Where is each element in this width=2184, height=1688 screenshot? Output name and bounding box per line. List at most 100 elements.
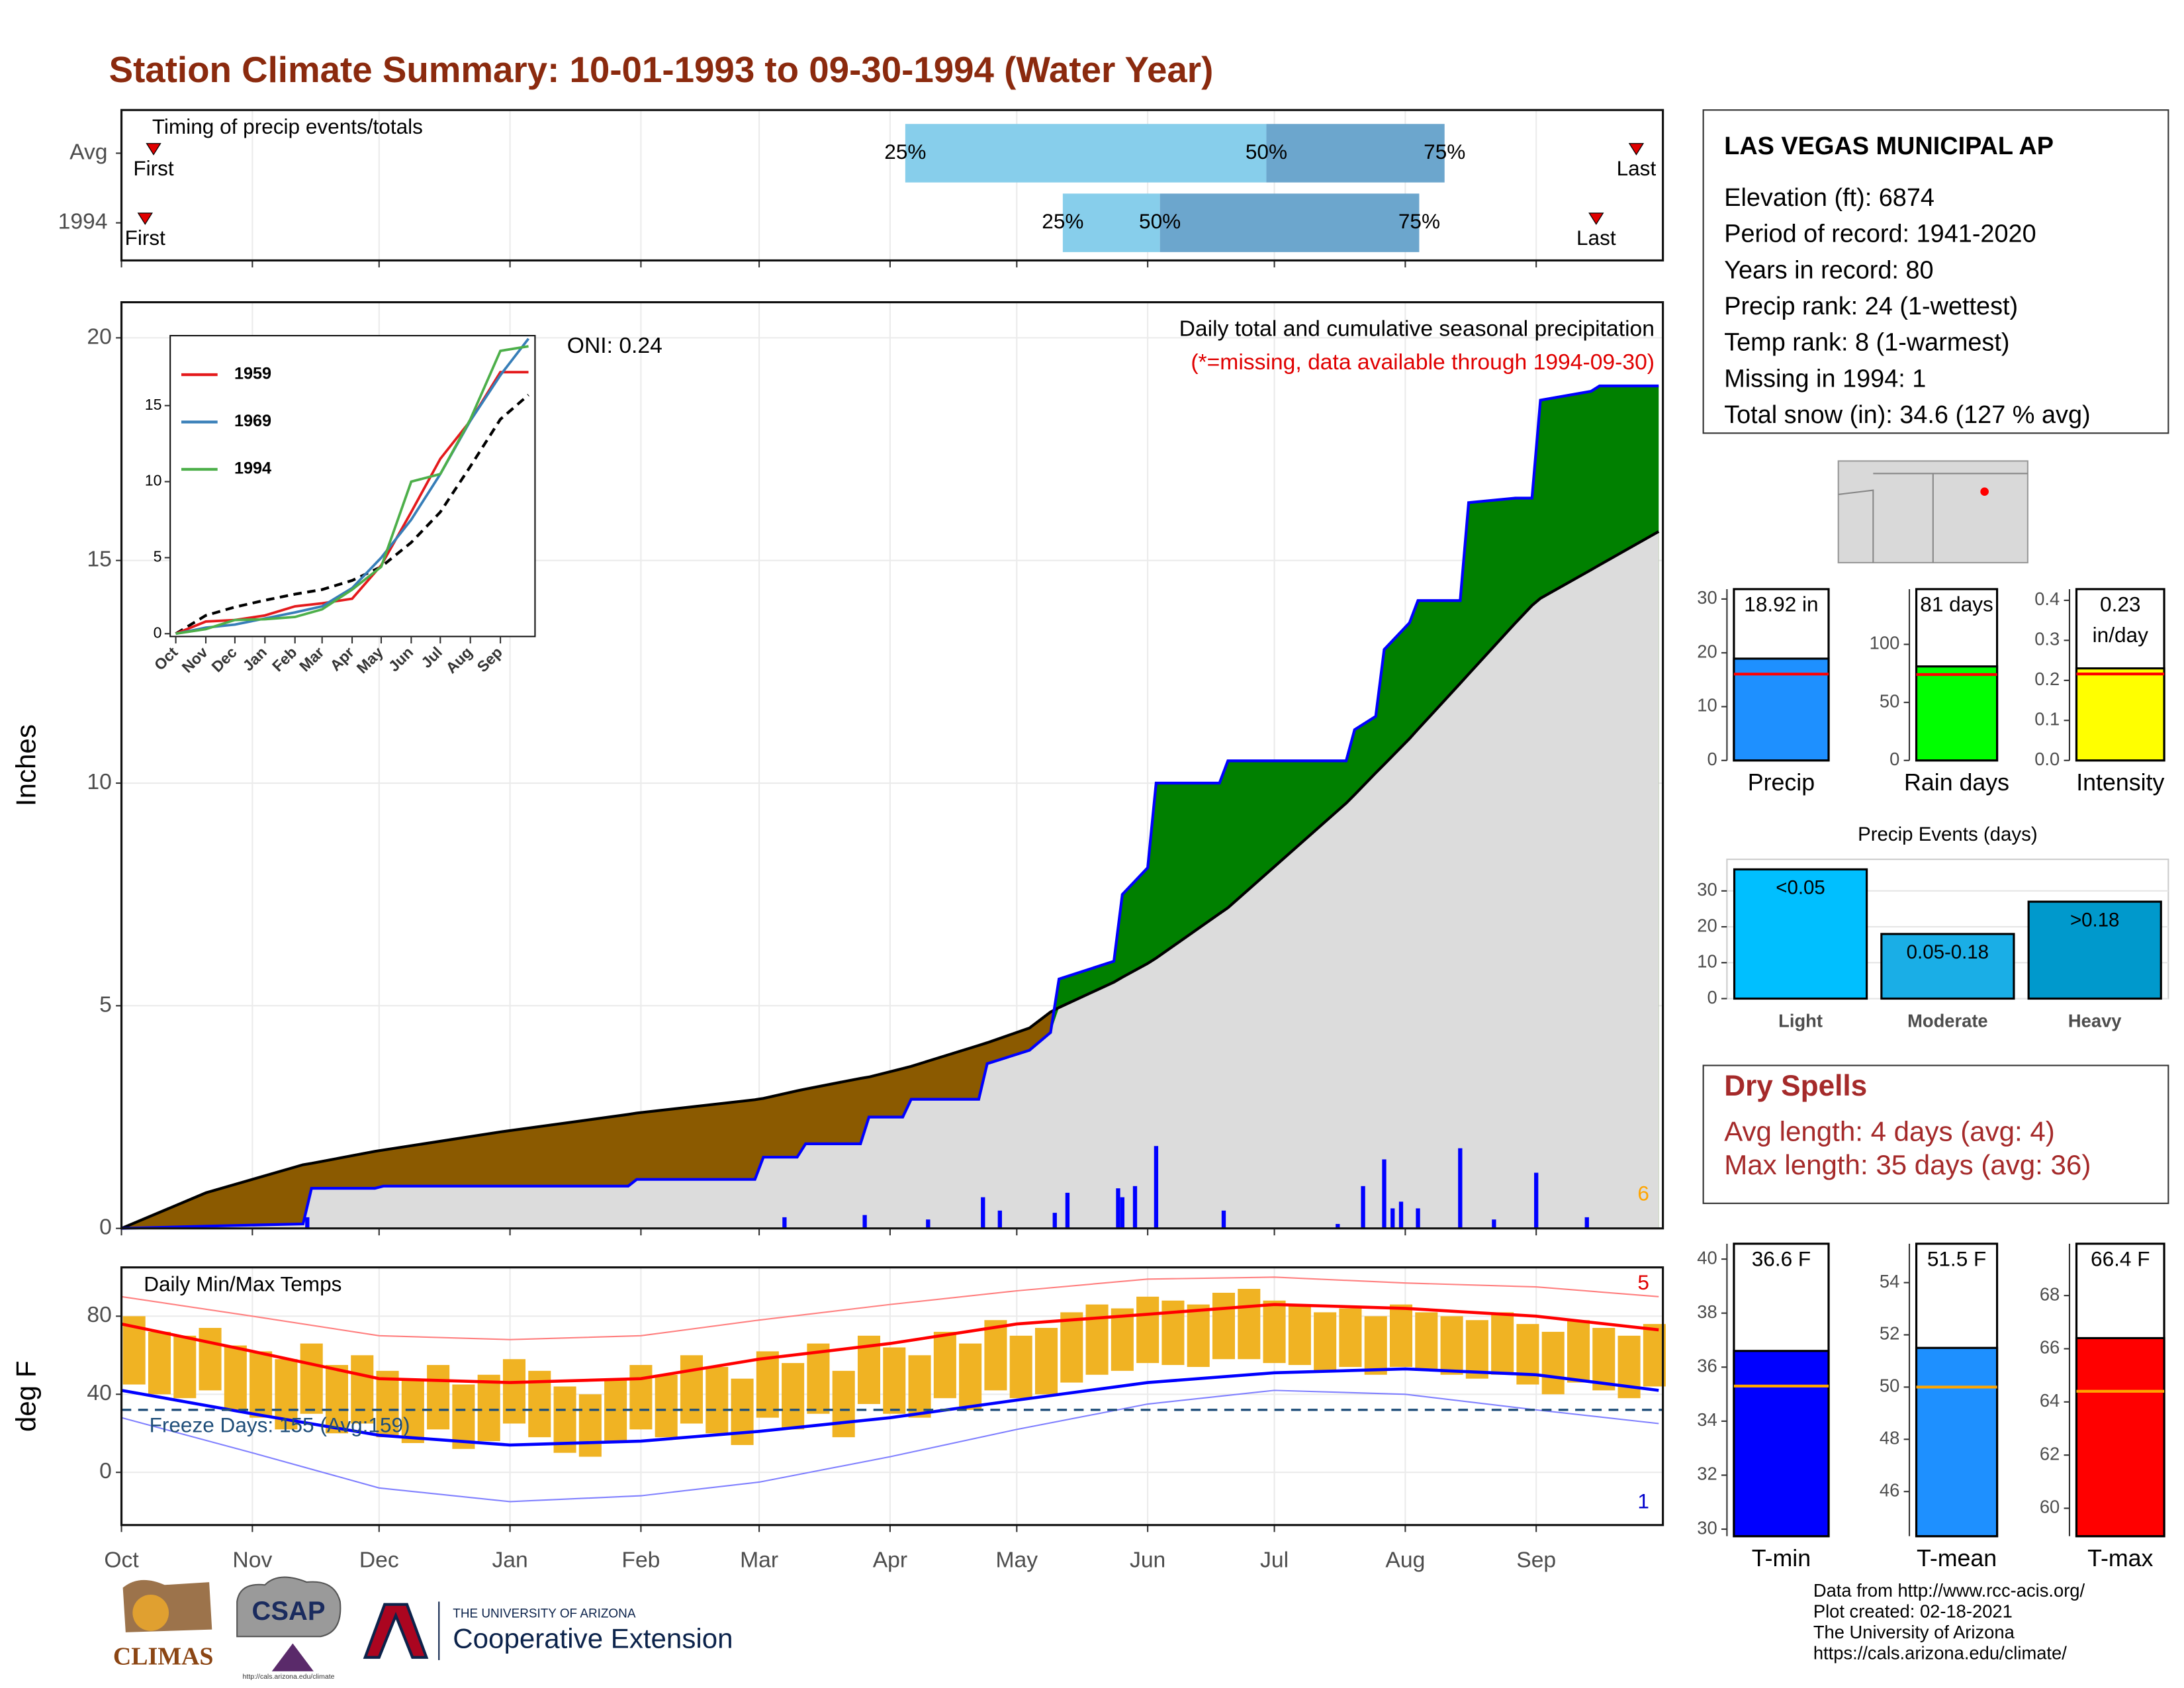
x-axis-label: T-min: [1752, 1545, 1811, 1571]
ua-block-a: [363, 1603, 429, 1659]
y-tick-label: 0.2: [2034, 669, 2060, 689]
y-tick-label: 10: [1697, 695, 1717, 716]
value-label: 18.92 in: [1744, 593, 1819, 618]
y-tick-label: 5: [99, 992, 112, 1017]
temp-range-bar: [376, 1370, 399, 1438]
x-tick-label: Apr: [873, 1548, 907, 1572]
daily-precip-bar: [1065, 1192, 1070, 1229]
temp-range-bar: [173, 1335, 197, 1399]
temp-range-bar: [1111, 1308, 1134, 1371]
temp-range-bar: [984, 1320, 1007, 1391]
temp-range-bar: [452, 1384, 475, 1449]
y-tick-label: 0.1: [2034, 709, 2060, 729]
daily-precip-bar: [1534, 1172, 1539, 1229]
temp-range-bar: [1212, 1292, 1236, 1360]
y-tick-label: 20: [1697, 915, 1717, 935]
y-tick-label: 0: [1889, 749, 1899, 769]
temp-range-bar: [680, 1355, 704, 1424]
temp-range-bar: [427, 1365, 450, 1430]
credit: Data from http://www.rcc-acis.org/: [1813, 1580, 2085, 1601]
y-tick-label: 15: [87, 547, 111, 572]
y-tick-label: 40: [87, 1381, 111, 1405]
temp-range-bar: [1592, 1328, 1615, 1391]
panel-title: Daily Min/Max Temps: [144, 1272, 341, 1295]
timing-bar-early: [1062, 193, 1160, 252]
x-tick-label: Nov: [232, 1548, 272, 1572]
y-tick-label: 54: [1880, 1271, 1899, 1291]
temp-range-bar: [300, 1343, 323, 1414]
temp-range-bar: [908, 1355, 931, 1418]
temp-range-bar: [1060, 1312, 1083, 1383]
daily-precip-bar: [1120, 1197, 1125, 1229]
summary-bar: [1733, 657, 1830, 762]
event-marker: [137, 212, 153, 225]
temp-range-bar: [933, 1331, 956, 1399]
info-line: Period of record: 1941-2020: [1724, 220, 2036, 248]
event-label: First: [133, 156, 174, 180]
temp-range-bar: [1136, 1296, 1160, 1364]
percentile-label: 50%: [1246, 140, 1287, 164]
y-tick-label: 68: [2040, 1284, 2060, 1304]
daily-precip-bar: [1361, 1186, 1365, 1229]
timing-frame: [120, 109, 1664, 262]
temp-range-bar: [477, 1374, 500, 1442]
high-note: 5: [1637, 1270, 1649, 1294]
info-line: Precip rank: 24 (1-wettest): [1724, 293, 2018, 320]
y-tick-label: 48: [1880, 1428, 1899, 1448]
corner-note: 6: [1637, 1182, 1649, 1205]
inset-bg: [169, 335, 536, 637]
row-label: Avg: [69, 140, 107, 164]
y-tick-label: 32: [1697, 1464, 1717, 1484]
csap-text: CSAP: [251, 1597, 325, 1626]
timing-bar-early: [905, 124, 1267, 183]
credit: https://cals.arizona.edu/climate/: [1813, 1643, 2067, 1664]
class-label: >0.18: [2070, 909, 2120, 931]
x-tick-label: Feb: [621, 1548, 660, 1572]
daily-precip-bar: [1221, 1210, 1226, 1229]
credit: The University of Arizona: [1813, 1622, 2015, 1642]
temp-range-bar: [1491, 1312, 1514, 1375]
map-borders: [1838, 473, 2028, 563]
temp-range-bar: [1541, 1331, 1565, 1395]
climas-sun: [132, 1595, 169, 1631]
daily-precip-bar: [1336, 1223, 1340, 1229]
daily-precip-bar: [1398, 1201, 1404, 1229]
summary-bar: [1915, 1346, 1999, 1538]
class-label: <0.05: [1776, 877, 1825, 899]
temp-range-bar: [1440, 1316, 1463, 1375]
temp-range-bar: [1314, 1312, 1337, 1371]
y-tick-label: 0.3: [2034, 629, 2060, 649]
info-line: Temp rank: 8 (1-warmest): [1724, 329, 2009, 357]
info-line: Missing in 1994: 1: [1724, 365, 1926, 393]
y-axis-label: deg F: [11, 1360, 42, 1432]
temp-range-bar: [705, 1366, 729, 1434]
value-label: 51.5 F: [1927, 1248, 1987, 1272]
x-axis-label: Intensity: [2076, 769, 2164, 796]
legend-label: 1959: [234, 365, 271, 383]
summary-bar: [2075, 1336, 2165, 1538]
temp-range-bar: [1263, 1300, 1286, 1364]
temp-range-bar: [1389, 1304, 1413, 1367]
daily-precip-bar: [1458, 1148, 1463, 1229]
chart-title: Daily total and cumulative seasonal prec…: [1179, 317, 1655, 342]
chart-title: Precip Events (days): [1858, 823, 2038, 845]
daily-precip-bar: [1052, 1213, 1057, 1229]
event-bar: [1880, 933, 2015, 1000]
y-tick-label: 0: [1707, 987, 1717, 1008]
percentile-label: 25%: [884, 140, 926, 164]
y-tick-label: 38: [1697, 1301, 1717, 1322]
locator-map: [1837, 460, 2028, 564]
normal-min-line: [121, 1367, 1659, 1447]
x-tick-label: Dec: [359, 1548, 399, 1572]
y-tick-label: 100: [1870, 633, 1900, 653]
y-tick-label: 34: [1697, 1409, 1717, 1430]
daily-precip-bar: [1390, 1208, 1395, 1229]
temp-range-bar: [1465, 1320, 1488, 1379]
temp-range-bar: [351, 1355, 374, 1424]
class-label: 0.05-0.18: [1907, 941, 1989, 963]
y-tick-label: 10: [1697, 951, 1717, 972]
y-tick-label: 20: [87, 324, 111, 349]
daily-precip-bar: [926, 1219, 931, 1229]
temp-range-bar: [731, 1378, 754, 1445]
event-bar: [1733, 868, 1868, 1000]
